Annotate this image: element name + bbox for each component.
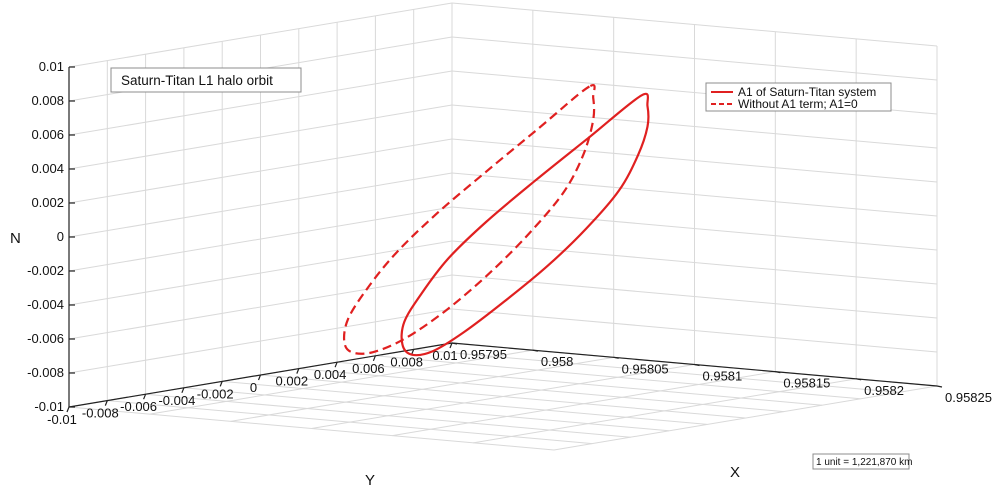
y-tick-label: 0.01 bbox=[432, 348, 457, 363]
y-tick-mark bbox=[143, 393, 147, 400]
grid-line-z-back bbox=[451, 36, 938, 81]
grid-line-z-back bbox=[451, 240, 938, 285]
grid-line-z-side bbox=[68, 172, 453, 238]
grid-line-z-back bbox=[451, 172, 938, 217]
grid-line-z-side bbox=[68, 206, 453, 272]
grid-line-y-floor bbox=[107, 400, 593, 445]
x-tick-label: 0.95795 bbox=[460, 347, 507, 362]
y-tick-mark bbox=[219, 381, 223, 387]
y-tick-label: 0.004 bbox=[314, 367, 347, 382]
z-tick-label: 0.01 bbox=[39, 59, 64, 74]
grid-line-z-side bbox=[68, 70, 453, 136]
grid-line-z-back bbox=[451, 2, 938, 47]
y-tick-mark bbox=[411, 349, 415, 355]
grid-line-y-floor bbox=[413, 348, 899, 393]
y-tick-mark bbox=[66, 406, 70, 413]
z-tick-label: 0.008 bbox=[31, 93, 64, 108]
y-tick-mark bbox=[181, 387, 185, 394]
z-tick-label: -0.006 bbox=[27, 331, 64, 346]
y-tick-label: -0.008 bbox=[82, 406, 119, 421]
x-tick-mark bbox=[775, 371, 781, 374]
z-axis-label: N bbox=[10, 230, 21, 247]
y-tick-label: -0.01 bbox=[47, 412, 77, 427]
z-tick-label: 0.006 bbox=[31, 127, 64, 142]
z-tick-label: 0.004 bbox=[31, 161, 64, 176]
grid-line-z-back bbox=[451, 308, 938, 353]
y-tick-label: -0.004 bbox=[158, 393, 195, 408]
x-tick-label: 0.9582 bbox=[864, 383, 904, 398]
grid-line-y-floor bbox=[337, 361, 823, 406]
y-tick-mark bbox=[334, 361, 338, 368]
grid-line-y-floor bbox=[298, 368, 784, 413]
annotation-text: Saturn-Titan L1 halo orbit bbox=[121, 73, 273, 88]
annotation-box: Saturn-Titan L1 halo orbit bbox=[110, 67, 302, 93]
legend-label-series-1: A1 of Saturn-Titan system bbox=[738, 85, 876, 99]
y-tick-mark bbox=[104, 400, 108, 406]
x-tick-mark bbox=[532, 349, 538, 352]
grid-line-z-back bbox=[451, 104, 938, 149]
grid-line-z-side bbox=[68, 104, 453, 170]
y-tick-label: 0.002 bbox=[276, 374, 309, 389]
grid-line-z-side bbox=[68, 274, 453, 340]
grid-line-z-side bbox=[68, 240, 453, 306]
z-tick-label: 0 bbox=[57, 229, 64, 244]
axes-frame bbox=[66, 66, 943, 413]
y-tick-mark bbox=[372, 355, 376, 362]
grid-line-y-floor bbox=[375, 355, 861, 400]
x-tick-label: 0.95805 bbox=[622, 361, 669, 376]
x-tick-label: 0.958 bbox=[541, 354, 574, 369]
y-tick-label: 0.006 bbox=[352, 361, 385, 376]
unit-note-box: 1 unit = 1,221,870 km bbox=[812, 453, 912, 470]
grid-line-y-floor bbox=[222, 380, 708, 425]
grid-line-z-back bbox=[451, 274, 938, 319]
grid-line-y-floor bbox=[183, 387, 669, 432]
orbit-curves bbox=[342, 84, 650, 357]
grid-line-z-side bbox=[68, 2, 453, 68]
z-tick-label: 0.002 bbox=[31, 195, 64, 210]
tick-labels: 0.010.0080.0060.0040.0020-0.002-0.004-0.… bbox=[27, 59, 992, 427]
x-tick-mark bbox=[694, 363, 700, 367]
x-tick-mark bbox=[856, 378, 862, 381]
x-tick-mark bbox=[613, 356, 619, 359]
x-tick-label: 0.95825 bbox=[945, 390, 992, 405]
orbit-series-1-solid bbox=[400, 92, 650, 357]
z-tick-label: -0.002 bbox=[27, 263, 64, 278]
unit-note-text: 1 unit = 1,221,870 km bbox=[816, 457, 912, 468]
z-tick-label: -0.008 bbox=[27, 365, 64, 380]
x-tick-mark bbox=[936, 385, 943, 388]
x-axis-label: X bbox=[730, 464, 740, 481]
grid-line-z-back bbox=[451, 206, 938, 251]
y-tick-label: -0.002 bbox=[197, 386, 234, 401]
y-tick-label: 0.008 bbox=[390, 354, 423, 369]
legend-label-series-2: Without A1 term; A1=0 bbox=[738, 97, 858, 111]
y-axis-label: Y bbox=[365, 472, 375, 487]
grid-line-y-floor bbox=[68, 406, 555, 451]
legend: A1 of Saturn-Titan system Without A1 ter… bbox=[705, 82, 892, 112]
grid-line-y-floor bbox=[260, 374, 746, 419]
orbit-series-2-dashed bbox=[342, 84, 596, 355]
x-tick-mark bbox=[451, 342, 458, 345]
grid-line-z-side bbox=[68, 138, 453, 204]
y-tick-mark bbox=[257, 374, 262, 381]
y-tick-label: 0 bbox=[250, 380, 257, 395]
x-tick-label: 0.95815 bbox=[783, 376, 830, 391]
x-tick-label: 0.9581 bbox=[703, 369, 743, 384]
grid-line-y-floor bbox=[145, 393, 631, 438]
y-tick-mark bbox=[449, 342, 453, 349]
z-tick-label: -0.01 bbox=[34, 399, 64, 414]
grid-line-z-side bbox=[68, 308, 453, 374]
grid-line-z-back bbox=[451, 138, 938, 183]
z-tick-label: -0.004 bbox=[27, 297, 64, 312]
y-tick-mark bbox=[296, 368, 300, 374]
y-tick-label: -0.006 bbox=[120, 399, 157, 414]
